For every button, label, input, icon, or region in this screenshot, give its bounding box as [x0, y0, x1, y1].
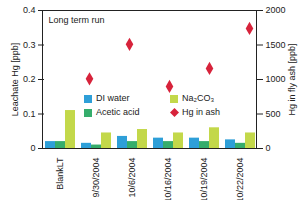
html-text:Na₂CO₃: Na₂CO₃ [182, 93, 215, 103]
html-text:Hg in ash: Hg in ash [182, 107, 220, 117]
svg-text:0.4: 0.4 [23, 5, 36, 15]
svg-text:0.3: 0.3 [23, 40, 36, 50]
svg-text:2000: 2000 [266, 5, 286, 15]
svg-text:9/30/2004: 9/30/2004 [91, 158, 101, 198]
svg-text:0.2: 0.2 [23, 74, 36, 84]
svg-text:10/6/2004: 10/6/2004 [127, 158, 137, 198]
svg-text:BlankLT: BlankLT [55, 157, 65, 190]
html-text:DI water: DI water [96, 93, 130, 103]
html-text:Acetic acid: Acetic acid [96, 107, 140, 117]
svg-text:10/22/2004: 10/22/2004 [235, 158, 245, 200]
svg-text:500: 500 [266, 109, 281, 119]
svg-text:Leachate Hg [ppb]: Leachate Hg [ppb] [10, 43, 20, 117]
svg-text:10/16/2004: 10/16/2004 [163, 158, 173, 200]
svg-text:Long term run: Long term run [49, 15, 105, 25]
svg-text:Hg in fly ash [ppb]: Hg in fly ash [ppb] [287, 43, 297, 115]
svg-text:0.1: 0.1 [23, 109, 36, 119]
svg-text:0: 0 [30, 143, 35, 153]
svg-text:1500: 1500 [266, 40, 286, 50]
svg-text:0: 0 [266, 143, 271, 153]
svg-text:10/19/2004: 10/19/2004 [199, 158, 209, 200]
svg-text:1000: 1000 [266, 74, 286, 84]
